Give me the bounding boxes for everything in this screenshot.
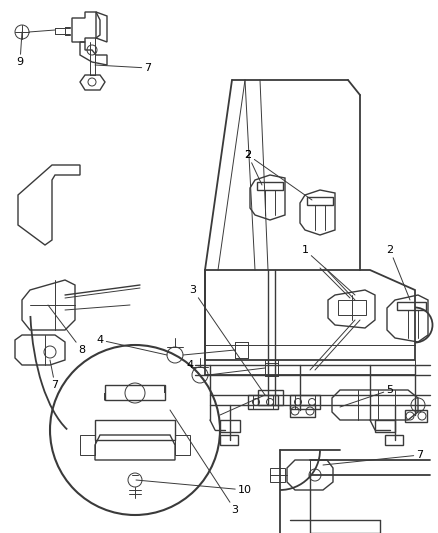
Text: 10: 10 <box>136 480 251 495</box>
Bar <box>337 300 365 315</box>
Text: 7: 7 <box>322 450 423 465</box>
Text: 2: 2 <box>385 245 409 300</box>
Text: 2: 2 <box>244 150 261 185</box>
Text: 4: 4 <box>186 360 200 375</box>
Text: 3: 3 <box>170 410 238 515</box>
Bar <box>219 420 240 432</box>
Text: 1: 1 <box>301 245 354 295</box>
Bar <box>219 435 237 445</box>
Bar <box>290 395 319 409</box>
Text: 7: 7 <box>95 63 151 73</box>
Text: 9: 9 <box>16 32 24 67</box>
Bar <box>374 420 394 432</box>
Bar <box>290 405 314 417</box>
Text: 8: 8 <box>48 305 85 355</box>
Bar <box>258 390 283 405</box>
Bar <box>247 395 277 409</box>
Text: 5: 5 <box>339 385 392 407</box>
Bar <box>384 435 402 445</box>
Text: 2: 2 <box>244 150 311 200</box>
Bar <box>404 410 426 422</box>
Text: 7: 7 <box>50 360 58 390</box>
Text: 4: 4 <box>96 335 166 355</box>
Text: 3: 3 <box>189 285 265 395</box>
